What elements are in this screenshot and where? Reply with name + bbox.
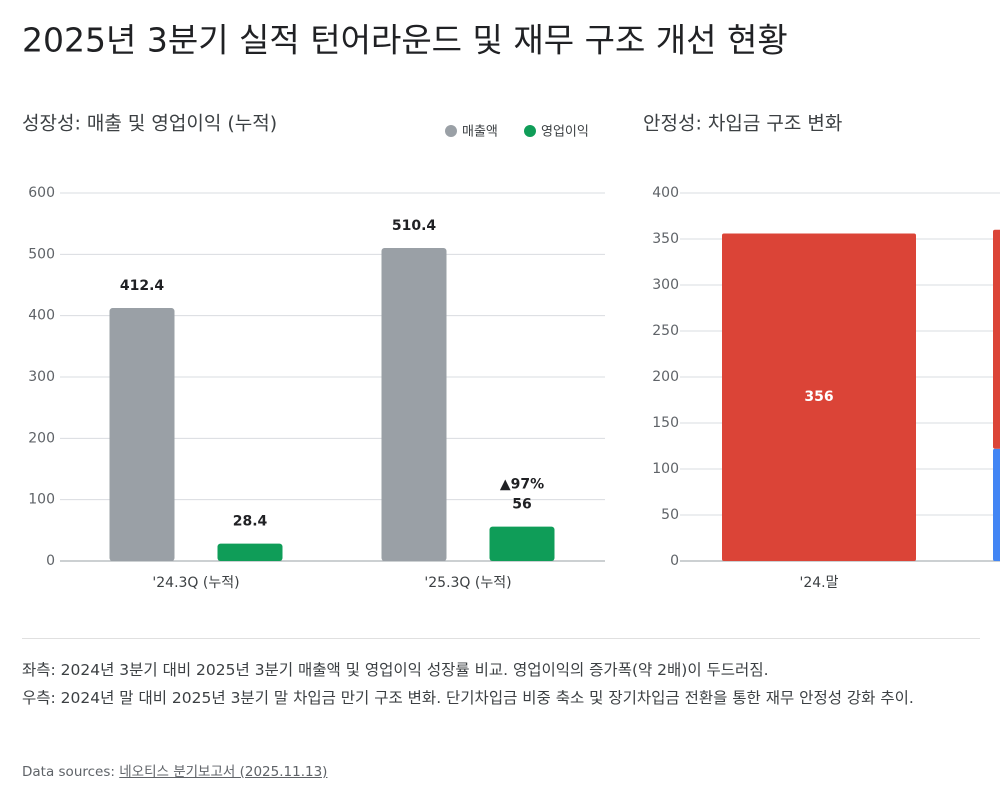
y-tick-label: 200 [28, 430, 55, 446]
y-tick-label: 350 [652, 231, 679, 247]
bar [489, 526, 555, 561]
source-label: Data sources: [22, 764, 115, 780]
bar-segment [722, 233, 916, 562]
bar [381, 247, 447, 562]
note: 좌측: 2024년 3분기 대비 2025년 3분기 매출액 및 영업이익 성장… [22, 661, 769, 679]
y-tick-label: 0 [670, 553, 679, 569]
value-label: 412.4 [120, 278, 165, 294]
bar [217, 543, 283, 561]
legend-swatch [445, 125, 457, 137]
y-tick-label: 150 [652, 415, 679, 431]
legend-label: 영업이익 [541, 125, 589, 140]
y-tick-label: 0 [46, 553, 55, 569]
y-tick-label: 200 [652, 369, 679, 385]
notes: 좌측: 2024년 3분기 대비 2025년 3분기 매출액 및 영업이익 성장… [22, 656, 972, 712]
y-tick-label: 300 [652, 277, 679, 293]
y-tick-label: 100 [652, 461, 679, 477]
chart-title: 성장성: 매출 및 영업이익 (누적) [22, 113, 277, 135]
x-tick-label: '24.3Q (누적) [152, 575, 239, 591]
bar-segment [993, 448, 1000, 561]
y-tick-label: 250 [652, 323, 679, 339]
x-tick-label: '25.3Q (누적) [424, 575, 511, 591]
charts: 2025년 3분기 실적 턴어라운드 및 재무 구조 개선 현황 성장성: 매출… [22, 21, 1000, 591]
divider [22, 638, 980, 639]
value-label: 510.4 [392, 218, 437, 234]
value-label: 356 [804, 389, 833, 405]
x-tick-label: '24.말 [800, 575, 839, 591]
source-link[interactable]: 네오티스 분기보고서 (2025.11.13) [119, 764, 328, 780]
y-tick-label: 400 [652, 185, 679, 201]
legend-label: 매출액 [462, 125, 498, 140]
annotation: ▲97% [500, 477, 544, 493]
y-tick-label: 600 [28, 185, 55, 201]
y-tick-label: 500 [28, 246, 55, 262]
bar-segment [993, 229, 1000, 449]
y-tick-label: 50 [661, 507, 679, 523]
page-title: 2025년 3분기 실적 턴어라운드 및 재무 구조 개선 현황 [22, 21, 788, 60]
y-tick-label: 400 [28, 308, 55, 324]
value-label: 28.4 [233, 514, 268, 530]
bar [109, 308, 175, 561]
note: 우측: 2024년 말 대비 2025년 3분기 말 차입금 만기 구조 변화.… [22, 689, 914, 707]
chart-title: 안정성: 차입금 구조 변화 [643, 113, 842, 135]
source: Data sources: 네오티스 분기보고서 (2025.11.13) [22, 760, 327, 780]
y-tick-label: 300 [28, 369, 55, 385]
legend-swatch [524, 125, 536, 137]
y-tick-label: 100 [28, 492, 55, 508]
value-label: 56 [512, 497, 531, 513]
